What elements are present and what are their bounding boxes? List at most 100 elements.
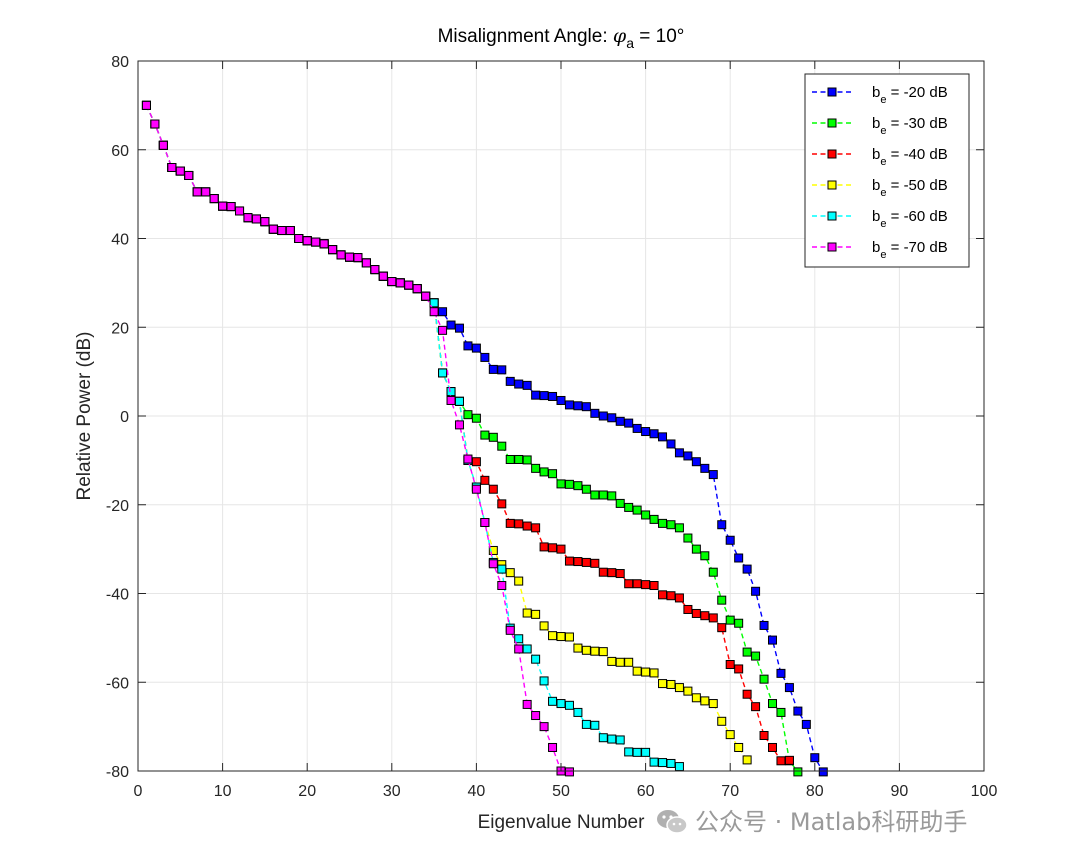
data-point [598,490,608,500]
y-tick-label: -80 [106,764,129,781]
x-tick-label: 70 [721,783,739,800]
data-point [615,416,625,426]
data-point [717,716,727,726]
data-point [548,631,558,641]
data-point [658,679,668,689]
data-point [488,432,498,442]
y-tick-label: 20 [111,320,129,337]
data-point [742,689,752,699]
x-tick-label: 50 [552,783,570,800]
data-point [641,747,651,757]
data-point [564,700,574,710]
data-point [776,756,786,766]
data-point [454,323,464,333]
y-tick-label: 60 [111,143,129,160]
data-point [598,733,608,743]
data-point [531,609,541,619]
data-point [632,505,642,515]
data-point [243,213,253,223]
data-point [548,469,558,479]
wechat-icon [657,810,688,834]
data-point [784,755,794,765]
data-point [607,734,617,744]
data-point [497,564,507,574]
data-point [514,454,524,464]
data-point [218,201,228,211]
y-tick-label: -20 [106,498,129,515]
data-point [573,643,583,653]
data-point [691,457,701,467]
data-point [480,475,490,485]
data-point [666,758,676,768]
data-point [725,615,735,625]
data-point [353,253,363,263]
data-point [742,564,752,574]
data-point [700,611,710,621]
data-point [624,579,634,589]
data-point [768,699,777,709]
data-point [581,484,591,494]
tick-labels: 0 10 20 30 40 50 60 70 80 90 100 -80 -60 -40 -20 0 20 40 6… [106,54,998,800]
data-point [700,696,710,706]
data-point [683,604,693,614]
data-point [336,250,346,260]
data-point [818,767,828,777]
data-point [480,430,490,440]
data-point [801,719,811,729]
data-point [607,491,617,501]
data-point [751,651,761,661]
legend-entry: be = -20 dB [812,84,948,106]
data-point [598,567,608,577]
data-point [581,645,591,655]
data-point [607,413,617,423]
data-point [150,119,160,129]
data-point [734,618,744,628]
data-point [454,420,464,430]
data-point [742,755,752,765]
legend-marker [827,242,837,252]
data-point [641,427,651,437]
data-point [632,666,642,676]
data-point [666,679,676,689]
data-point [505,454,515,464]
data-point [734,553,744,563]
data-point [649,514,659,524]
data-point [192,187,202,197]
data-point [497,581,507,591]
data-point [708,699,718,709]
data-point [497,441,507,451]
data-point [573,707,583,717]
data-point [598,647,608,657]
data-point [556,479,566,489]
data-point [708,613,718,623]
data-point [556,699,566,709]
data-point [226,202,236,212]
data-point [539,542,549,552]
legend: be = -20 dB be = -30 dB be = -40 dB be = -5… [804,73,970,268]
data-point [768,635,777,645]
data-point [751,586,761,596]
data-point [607,568,617,578]
data-point [158,140,168,150]
x-tick-label: 100 [971,783,998,800]
data-point [691,544,701,554]
data-point [167,163,177,172]
data-point [539,722,549,732]
data-point [674,762,684,772]
data-point [674,448,684,458]
data-point [734,742,744,752]
data-point [700,551,710,561]
data-point [328,245,338,255]
data-point [776,668,786,678]
data-point [810,753,820,763]
data-point [539,391,549,401]
data-point [632,747,642,757]
data-point [294,234,304,243]
data-point [514,379,524,389]
data-point [666,439,676,449]
legend-marker [827,149,837,159]
data-point [438,307,448,317]
data-point [370,265,380,275]
data-point [742,647,752,657]
